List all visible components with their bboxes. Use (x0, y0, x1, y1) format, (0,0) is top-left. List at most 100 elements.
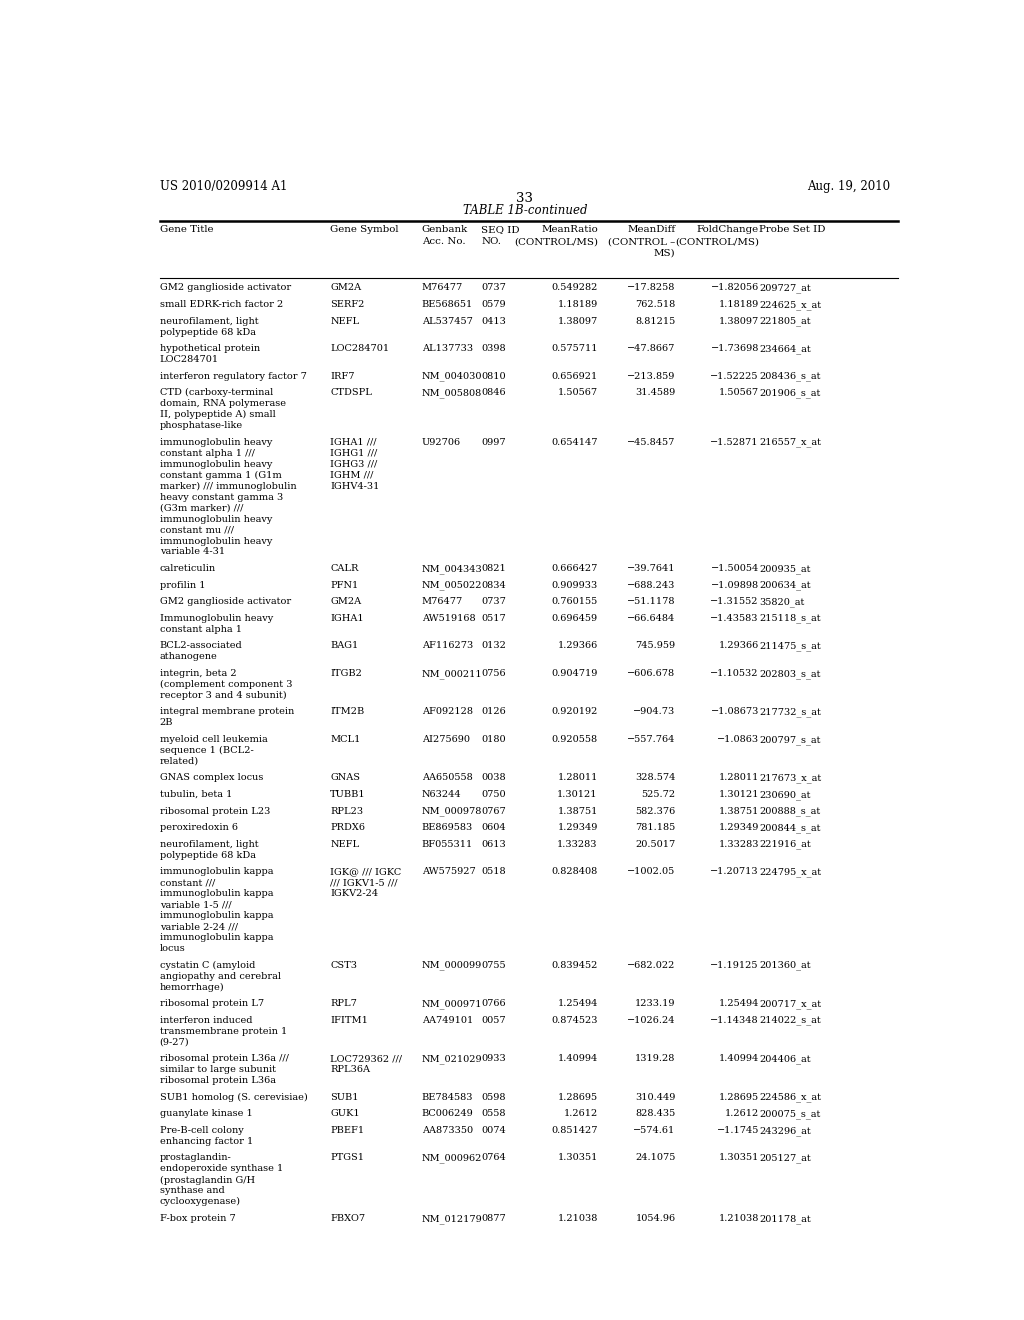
Text: 1.50567: 1.50567 (558, 388, 598, 397)
Text: 201360_at: 201360_at (759, 961, 811, 970)
Text: 1.38097: 1.38097 (557, 317, 598, 326)
Text: AL537457: AL537457 (422, 317, 472, 326)
Text: AW575927: AW575927 (422, 867, 475, 876)
Text: 0517: 0517 (481, 614, 506, 623)
Text: 200888_s_at: 200888_s_at (759, 807, 820, 816)
Text: 221805_at: 221805_at (759, 317, 811, 326)
Text: Pre-B-cell colony: Pre-B-cell colony (160, 1126, 244, 1135)
Text: −1.20713: −1.20713 (711, 867, 759, 876)
Text: 211475_s_at: 211475_s_at (759, 642, 820, 651)
Text: GM2 ganglioside activator: GM2 ganglioside activator (160, 597, 291, 606)
Text: GM2A: GM2A (331, 284, 361, 293)
Text: 202803_s_at: 202803_s_at (759, 669, 820, 678)
Text: −1.73698: −1.73698 (711, 345, 759, 352)
Text: variable 1-5 ///: variable 1-5 /// (160, 900, 231, 909)
Text: 0.696459: 0.696459 (552, 614, 598, 623)
Text: 24.1075: 24.1075 (635, 1154, 676, 1163)
Text: endoperoxide synthase 1: endoperoxide synthase 1 (160, 1164, 283, 1173)
Text: Gene Title: Gene Title (160, 226, 213, 235)
Text: −606.678: −606.678 (628, 669, 676, 678)
Text: NM_000978: NM_000978 (422, 807, 482, 816)
Text: Probe Set ID: Probe Set ID (759, 226, 825, 235)
Text: MS): MS) (654, 249, 676, 257)
Text: −1002.05: −1002.05 (628, 867, 676, 876)
Text: 1.28695: 1.28695 (719, 1093, 759, 1102)
Text: 1.40994: 1.40994 (719, 1055, 759, 1063)
Text: GNAS complex locus: GNAS complex locus (160, 774, 263, 783)
Text: −1.31552: −1.31552 (711, 597, 759, 606)
Text: 0.920192: 0.920192 (552, 708, 598, 717)
Text: BC006249: BC006249 (422, 1109, 473, 1118)
Text: hemorrhage): hemorrhage) (160, 982, 224, 991)
Text: FoldChange: FoldChange (696, 226, 759, 235)
Text: MeanRatio: MeanRatio (541, 226, 598, 235)
Text: 0755: 0755 (481, 961, 506, 970)
Text: constant mu ///: constant mu /// (160, 525, 233, 535)
Text: small EDRK-rich factor 2: small EDRK-rich factor 2 (160, 300, 283, 309)
Text: 1.38751: 1.38751 (557, 807, 598, 816)
Text: MCL1: MCL1 (331, 735, 360, 744)
Text: 0038: 0038 (481, 774, 506, 783)
Text: 0810: 0810 (481, 372, 506, 380)
Text: US 2010/0209914 A1: US 2010/0209914 A1 (160, 180, 287, 193)
Text: 200717_x_at: 200717_x_at (759, 999, 821, 1008)
Text: IGHG3 ///: IGHG3 /// (331, 459, 378, 469)
Text: 8.81215: 8.81215 (635, 317, 676, 326)
Text: transmembrane protein 1: transmembrane protein 1 (160, 1027, 287, 1036)
Text: SUB1 homolog (S. cerevisiae): SUB1 homolog (S. cerevisiae) (160, 1093, 307, 1102)
Text: Aug. 19, 2010: Aug. 19, 2010 (807, 180, 890, 193)
Text: guanylate kinase 1: guanylate kinase 1 (160, 1109, 253, 1118)
Text: IGHG1 ///: IGHG1 /// (331, 449, 378, 458)
Text: 35820_at: 35820_at (759, 597, 804, 607)
Text: 525.72: 525.72 (641, 789, 676, 799)
Text: polypeptide 68 kDa: polypeptide 68 kDa (160, 327, 256, 337)
Text: GNAS: GNAS (331, 774, 360, 783)
Text: IGHV4-31: IGHV4-31 (331, 482, 380, 491)
Text: AL137733: AL137733 (422, 345, 473, 352)
Text: 1.25494: 1.25494 (719, 999, 759, 1008)
Text: N63244: N63244 (422, 789, 461, 799)
Text: −45.8457: −45.8457 (628, 438, 676, 446)
Text: Gene Symbol: Gene Symbol (331, 226, 399, 235)
Text: 1.2612: 1.2612 (725, 1109, 759, 1118)
Text: −1.52225: −1.52225 (711, 372, 759, 380)
Text: heavy constant gamma 3: heavy constant gamma 3 (160, 492, 283, 502)
Text: AF092128: AF092128 (422, 708, 473, 717)
Text: 0750: 0750 (481, 789, 506, 799)
Text: ITM2B: ITM2B (331, 708, 365, 717)
Text: constant ///: constant /// (160, 878, 215, 887)
Text: 217732_s_at: 217732_s_at (759, 708, 821, 717)
Text: immunoglobulin kappa: immunoglobulin kappa (160, 911, 273, 920)
Text: MeanDiff: MeanDiff (628, 226, 676, 235)
Text: 217673_x_at: 217673_x_at (759, 774, 821, 783)
Text: CALR: CALR (331, 564, 358, 573)
Text: 0180: 0180 (481, 735, 506, 744)
Text: SERF2: SERF2 (331, 300, 365, 309)
Text: 224586_x_at: 224586_x_at (759, 1093, 821, 1102)
Text: 20.5017: 20.5017 (635, 840, 676, 849)
Text: LOC729362 ///: LOC729362 /// (331, 1055, 402, 1063)
Text: prostaglandin-: prostaglandin- (160, 1154, 231, 1163)
Text: PFN1: PFN1 (331, 581, 358, 590)
Text: constant alpha 1: constant alpha 1 (160, 624, 242, 634)
Text: 1.21038: 1.21038 (557, 1214, 598, 1222)
Text: −66.6484: −66.6484 (628, 614, 676, 623)
Text: 200075_s_at: 200075_s_at (759, 1109, 820, 1119)
Text: 582.376: 582.376 (635, 807, 676, 816)
Text: 0834: 0834 (481, 581, 506, 590)
Text: AW519168: AW519168 (422, 614, 475, 623)
Text: 0.851427: 0.851427 (551, 1126, 598, 1135)
Text: immunoglobulin kappa: immunoglobulin kappa (160, 867, 273, 876)
Text: 828.435: 828.435 (635, 1109, 676, 1118)
Text: IFITM1: IFITM1 (331, 1015, 369, 1024)
Text: 1.38097: 1.38097 (719, 317, 759, 326)
Text: 0.909933: 0.909933 (552, 581, 598, 590)
Text: /// IGKV1-5 ///: /// IGKV1-5 /// (331, 878, 398, 887)
Text: hypothetical protein: hypothetical protein (160, 345, 260, 352)
Text: BE784583: BE784583 (422, 1093, 473, 1102)
Text: athanogene: athanogene (160, 652, 217, 661)
Text: TABLE 1B-continued: TABLE 1B-continued (463, 205, 587, 216)
Text: 0.575711: 0.575711 (551, 345, 598, 352)
Text: 0598: 0598 (481, 1093, 506, 1102)
Text: RPL36A: RPL36A (331, 1065, 371, 1074)
